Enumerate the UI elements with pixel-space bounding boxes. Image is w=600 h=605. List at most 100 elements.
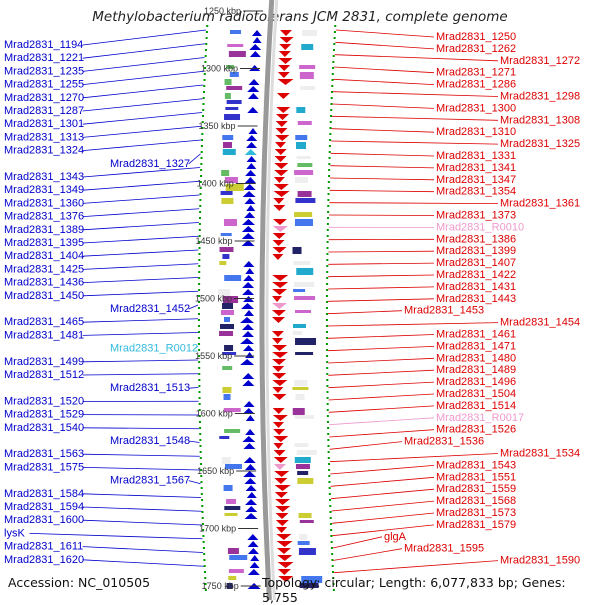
tick-dot [204, 571, 206, 573]
right-label-leader [333, 537, 382, 548]
reverse-gene-arrow [272, 317, 285, 323]
tick-dot [328, 169, 330, 171]
kbp-tick-label: 1300 kbp [201, 64, 238, 74]
tick-dot [201, 493, 203, 495]
reverse-gene-arrow [275, 499, 290, 505]
kbp-tick-label: 1600 kbp [196, 409, 233, 419]
tick-dot [198, 277, 200, 279]
content-block [224, 485, 233, 491]
forward-gene-arrow [244, 198, 255, 204]
tick-dot [327, 403, 329, 405]
right-label-leader [328, 323, 498, 326]
reverse-gene-arrow [277, 548, 291, 554]
forward-gene-arrow [248, 548, 259, 554]
left-label-leader [83, 223, 199, 230]
reverse-gene-arrow [274, 450, 286, 456]
right-gene-label: Mrad2831_1559 [436, 483, 516, 495]
tick-dot [326, 343, 328, 345]
content-block [297, 478, 313, 484]
left-label-leader [83, 360, 198, 362]
reverse-gene-arrow [276, 107, 290, 113]
content-block [294, 170, 313, 175]
tick-dot [326, 331, 328, 333]
tick-dot [199, 205, 201, 207]
content-block [297, 471, 308, 475]
left-gene-label: Mrad2831_1512 [4, 369, 84, 381]
reverse-gene-arrow [277, 93, 290, 99]
forward-gene-arrow [243, 471, 256, 477]
reverse-gene-arrow [274, 464, 286, 470]
tick-dot [204, 79, 206, 81]
tick-dot [334, 37, 336, 39]
tick-dot [198, 379, 200, 381]
left-gene-label: Mrad2831_1540 [4, 422, 84, 434]
tick-dot [326, 349, 328, 351]
tick-dot [330, 517, 332, 519]
content-block [223, 149, 236, 155]
left-gene-label: Mrad2831_1611 [4, 541, 83, 553]
right-gene-label: Mrad2831_1590 [500, 555, 580, 567]
tick-dot [326, 337, 328, 339]
content-block [299, 534, 307, 540]
right-label-leader [329, 406, 434, 412]
reverse-gene-arrow [276, 513, 289, 519]
tick-dot [203, 97, 205, 99]
left-label-leader [83, 85, 204, 98]
left-label-leader [83, 560, 204, 566]
tick-dot [202, 517, 204, 519]
right-label-leader [336, 30, 434, 37]
tick-dot [331, 97, 333, 99]
left-gene-label: Mrad2831_1349 [4, 184, 84, 196]
tick-dot [203, 553, 205, 555]
reverse-gene-arrow [274, 170, 288, 176]
tick-dot [329, 151, 331, 153]
reverse-gene-arrow [274, 478, 287, 484]
forward-gene-arrow [248, 569, 260, 575]
reverse-gene-arrow [272, 296, 282, 302]
content-block [298, 121, 312, 125]
tick-dot [205, 49, 207, 51]
reverse-gene-arrow [273, 443, 283, 449]
forward-gene-arrow [247, 492, 257, 498]
kbp-tick-label: 1750 kbp [202, 581, 239, 591]
tick-dot [328, 475, 330, 477]
tick-dot [199, 433, 201, 435]
left-label-leader [83, 209, 199, 217]
reverse-gene-arrow [272, 359, 286, 365]
tick-dot [203, 91, 205, 93]
right-label-leader [328, 382, 434, 388]
tick-dot [327, 205, 329, 207]
content-block [294, 282, 314, 287]
left-label-leader [30, 533, 203, 538]
content-block [222, 303, 233, 309]
right-label-leader [334, 561, 498, 573]
tick-dot [202, 109, 204, 111]
reverse-gene-arrow [272, 373, 286, 379]
forward-gene-arrow [245, 464, 256, 470]
content-block [229, 555, 247, 560]
content-block [220, 324, 234, 329]
tick-dot [332, 565, 334, 567]
content-block [222, 254, 229, 259]
tick-dot [328, 193, 330, 195]
content-block [295, 177, 308, 183]
left-gene-label: Mrad2831_1360 [4, 197, 84, 209]
tick-dot [326, 295, 328, 297]
tick-dot [326, 271, 328, 273]
tick-dot [199, 397, 201, 399]
tick-dot [330, 121, 332, 123]
tick-dot [199, 247, 201, 249]
tick-dot [326, 313, 328, 315]
forward-gene-arrow [245, 177, 256, 183]
tick-dot [326, 289, 328, 291]
right-label-leader [328, 263, 434, 264]
forward-gene-arrow [242, 331, 254, 337]
tick-dot [331, 541, 333, 543]
right-gene-label: Mrad2831_1543 [436, 459, 516, 471]
content-block [295, 457, 311, 463]
tick-dot [203, 559, 205, 561]
tick-dot [330, 103, 332, 105]
tick-dot [199, 217, 201, 219]
right-gene-label: Mrad2831_1568 [436, 495, 516, 507]
